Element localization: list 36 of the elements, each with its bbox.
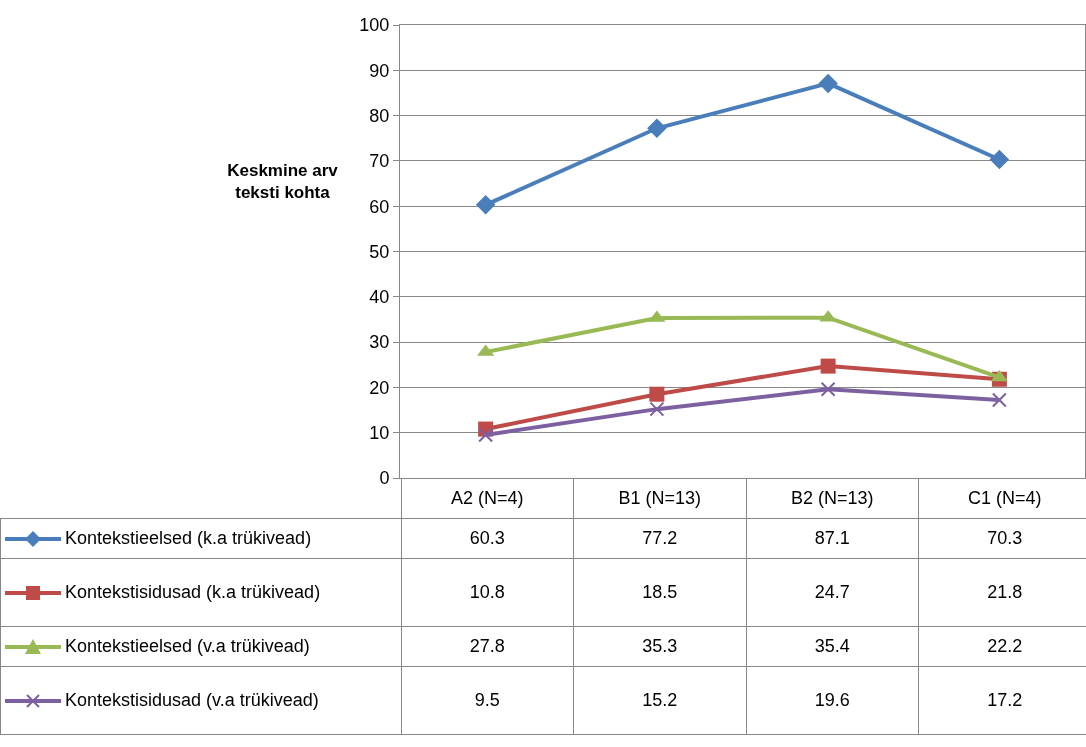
legend-label: Kontekstisidusad (k.a trükivead) bbox=[65, 582, 322, 603]
x-tick-label: C1 (N=4) bbox=[918, 478, 1086, 519]
data-label: 21.8 bbox=[918, 558, 1086, 627]
x-tick-label: B1 (N=13) bbox=[573, 478, 746, 519]
y-tick-label: 40 bbox=[369, 287, 390, 308]
x-tick-label: B2 (N=13) bbox=[746, 478, 919, 519]
data-label: 24.7 bbox=[746, 558, 919, 627]
data-label: 22.2 bbox=[918, 626, 1086, 667]
y-tick-label: 60 bbox=[369, 196, 390, 217]
y-tick-label: 10 bbox=[369, 423, 390, 443]
data-label: 10.8 bbox=[401, 558, 574, 627]
y-tick-label: 50 bbox=[369, 241, 390, 262]
x-tick-label: A2 (N=4) bbox=[401, 478, 574, 519]
data-label: 18.5 bbox=[573, 558, 746, 627]
data-label: 27.8 bbox=[401, 626, 574, 667]
data-label: 87.1 bbox=[746, 518, 919, 559]
data-label: 19.6 bbox=[746, 666, 919, 735]
data-label: 15.2 bbox=[573, 666, 746, 735]
data-label: 9.5 bbox=[401, 666, 574, 735]
y-tick-label: 90 bbox=[369, 60, 390, 81]
y-tick-label: 100 bbox=[359, 15, 390, 36]
data-label: 60.3 bbox=[401, 518, 574, 559]
legend-label: Kontekstieelsed (k.a trükivead) bbox=[65, 528, 313, 549]
y-tick-label: 30 bbox=[369, 332, 390, 353]
y-tick-label: 0 bbox=[379, 468, 390, 489]
y-axis-title: Keskmine arv teksti kohta bbox=[226, 160, 339, 204]
legend-label: Kontekstisidusad (v.a trükivead) bbox=[65, 690, 320, 711]
y-tick-label: 70 bbox=[369, 151, 390, 172]
data-label: 70.3 bbox=[918, 518, 1086, 559]
data-label: 35.4 bbox=[746, 626, 919, 667]
data-label: 77.2 bbox=[573, 518, 746, 559]
data-label: 17.2 bbox=[918, 666, 1086, 735]
legend-label: Kontekstieelsed (v.a trükivead) bbox=[65, 636, 311, 657]
y-tick-label: 80 bbox=[369, 105, 390, 126]
data-label: 35.3 bbox=[573, 626, 746, 667]
y-tick-label: 20 bbox=[369, 377, 390, 398]
